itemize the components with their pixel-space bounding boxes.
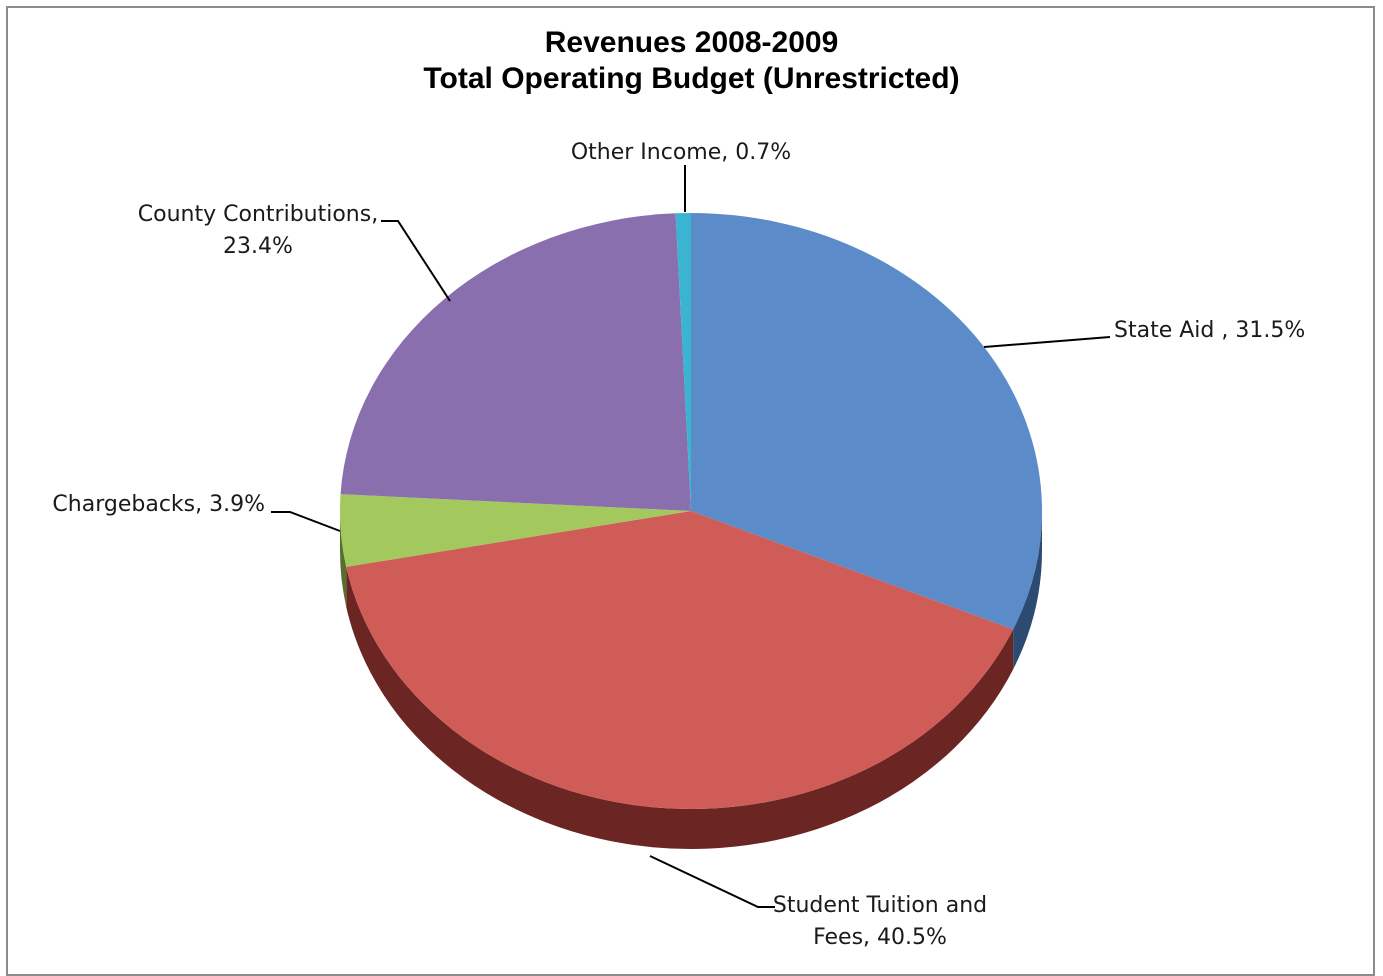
- chart-title: Revenues 2008-2009: [544, 26, 839, 59]
- slice-label-other-income: Other Income, 0.7%: [571, 140, 791, 165]
- leader-line-student-tuition-and-fees: [649, 855, 775, 908]
- leader-line-chargebacks: [271, 511, 341, 532]
- pie-slice-state-aid: [691, 213, 1042, 630]
- chart-subtitle: Total Operating Budget (Unrestricted): [423, 62, 960, 95]
- pie-slice-student-tuition-and-fees: [346, 511, 1014, 809]
- pie-side-student-tuition-and-fees: [346, 566, 1014, 849]
- pie-side-state-aid: [1013, 511, 1042, 670]
- leader-line-county-contributions: [381, 220, 451, 302]
- slice-label-county-contributions: County Contributions, 23.4%: [138, 202, 378, 259]
- slice-label-state-aid: State Aid , 31.5%: [1114, 318, 1305, 343]
- leader-lines: [271, 165, 1111, 908]
- slice-label-chargebacks: Chargebacks, 3.9%: [52, 492, 265, 517]
- pie-slices: [339, 213, 1042, 809]
- pie-slice-chargebacks: [339, 494, 691, 567]
- pie-side-chargebacks: [340, 511, 347, 607]
- pie-slice-other-income: [675, 213, 691, 511]
- pie-sides: [340, 511, 1042, 849]
- slice-labels: State Aid , 31.5% Student Tuition and Fees…: [52, 140, 1305, 950]
- slice-label-student-tuition-and-fees: Student Tuition and Fees, 40.5%: [773, 893, 987, 950]
- leader-line-state-aid: [983, 336, 1111, 348]
- pie-slice-county-contributions: [340, 213, 691, 512]
